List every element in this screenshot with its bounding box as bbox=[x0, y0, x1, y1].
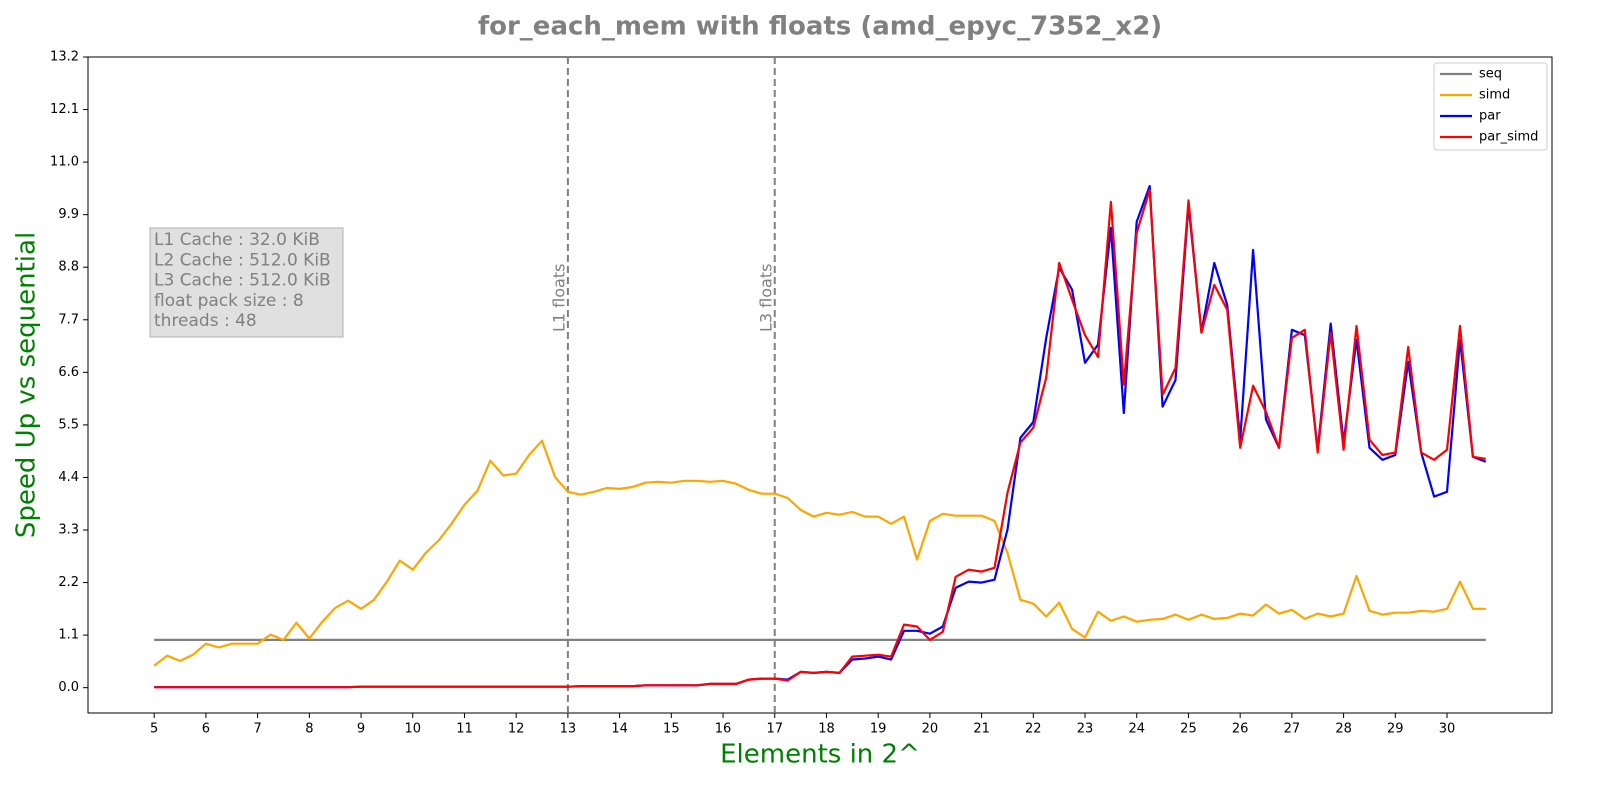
x-tick-label: 12 bbox=[508, 722, 525, 737]
annotation-text: L1 Cache : 32.0 KiB bbox=[154, 230, 320, 250]
cache-label: L3 floats bbox=[756, 264, 775, 332]
legend-box bbox=[1433, 62, 1548, 151]
y-tick-label: 5.5 bbox=[58, 417, 79, 432]
x-tick-label: 29 bbox=[1387, 722, 1404, 737]
x-tick-label: 27 bbox=[1284, 722, 1301, 737]
x-tick-label: 5 bbox=[150, 722, 158, 737]
x-tick-label: 6 bbox=[202, 722, 210, 737]
annotation-text: threads : 48 bbox=[154, 311, 257, 331]
x-tick-label: 14 bbox=[611, 722, 628, 737]
plot-frame bbox=[87, 56, 1553, 714]
annotation-text: L3 Cache : 512.0 KiB bbox=[154, 271, 331, 291]
y-tick-label: 9.9 bbox=[58, 207, 79, 222]
x-tick-label: 28 bbox=[1335, 722, 1352, 737]
y-tick-label: 2.2 bbox=[58, 575, 79, 590]
y-tick-label: 3.3 bbox=[58, 523, 79, 538]
chart-title: for_each_mem with floats (amd_epyc_7352_… bbox=[478, 12, 1162, 42]
series-line bbox=[154, 188, 1486, 689]
x-tick-label: 19 bbox=[870, 722, 887, 737]
x-tick-label: 16 bbox=[715, 722, 732, 737]
x-tick-label: 20 bbox=[922, 722, 939, 737]
x-tick-label: 8 bbox=[305, 722, 313, 737]
x-tick-label: 17 bbox=[766, 722, 783, 737]
x-tick-label: 10 bbox=[404, 722, 421, 737]
series-line bbox=[153, 439, 1486, 667]
x-tick-label: 21 bbox=[973, 722, 990, 737]
y-tick-label: 4.4 bbox=[58, 470, 79, 485]
x-tick-label: 18 bbox=[818, 722, 835, 737]
y-tick-label: 1.1 bbox=[58, 628, 79, 643]
x-tick-label: 13 bbox=[560, 722, 577, 737]
x-tick-label: 11 bbox=[456, 722, 473, 737]
x-tick-label: 26 bbox=[1232, 722, 1249, 737]
y-tick-label: 12.1 bbox=[50, 102, 79, 117]
x-tick-label: 23 bbox=[1077, 722, 1094, 737]
y-tick-label: 13.2 bbox=[50, 50, 79, 65]
x-tick-label: 22 bbox=[1025, 722, 1042, 737]
x-tick-label: 15 bbox=[663, 722, 680, 737]
y-tick-label: 6.6 bbox=[58, 365, 79, 380]
y-tick-label: 7.7 bbox=[58, 312, 79, 327]
x-tick-label: 24 bbox=[1128, 722, 1145, 737]
y-axis-label: Speed Up vs sequential bbox=[12, 232, 42, 538]
annotation-text: L2 Cache : 512.0 KiB bbox=[154, 250, 331, 270]
legend-label: par bbox=[1479, 109, 1501, 124]
x-tick-label: 9 bbox=[357, 722, 365, 737]
legend-label: simd bbox=[1479, 88, 1510, 103]
y-tick-label: 8.8 bbox=[58, 260, 79, 275]
y-tick-label: 11.0 bbox=[50, 155, 79, 170]
x-tick-label: 30 bbox=[1439, 722, 1456, 737]
x-axis-label: Elements in 2^ bbox=[720, 740, 920, 770]
x-tick-label: 7 bbox=[253, 722, 261, 737]
legend-label: seq bbox=[1479, 67, 1502, 82]
y-tick-label: 0.0 bbox=[58, 680, 79, 695]
legend-label: par_simd bbox=[1479, 130, 1538, 145]
x-tick-label: 25 bbox=[1180, 722, 1197, 737]
annotation-box bbox=[149, 227, 344, 338]
cache-label: L1 floats bbox=[549, 264, 568, 332]
annotation-text: float pack size : 8 bbox=[154, 291, 304, 311]
